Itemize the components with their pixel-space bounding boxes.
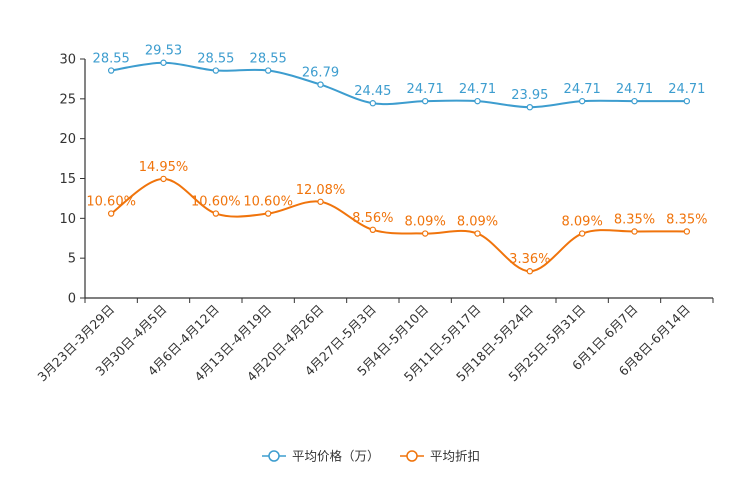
data-label: 28.55: [93, 52, 130, 67]
data-point[interactable]: [631, 228, 638, 235]
data-label: 8.56%: [352, 211, 393, 226]
data-label: 8.09%: [562, 215, 603, 230]
y-tick-label: 30: [59, 53, 76, 68]
legend-label: 平均折扣: [430, 449, 480, 464]
data-point[interactable]: [212, 210, 220, 217]
data-point[interactable]: [160, 175, 167, 183]
data-label: 24.71: [459, 82, 496, 97]
legend[interactable]: 平均价格（万） 平均折扣: [262, 449, 480, 464]
data-label: 12.08%: [296, 183, 346, 198]
data-label: 24.71: [564, 82, 601, 97]
data-label: 24.71: [407, 82, 444, 97]
data-label: 28.55: [197, 52, 234, 67]
data-label: 23.95: [511, 88, 548, 103]
data-label: 8.09%: [457, 215, 498, 230]
data-label: 8.35%: [666, 212, 707, 227]
data-label: 26.79: [302, 66, 339, 81]
data-point[interactable]: [264, 210, 272, 217]
data-label: 8.35%: [614, 212, 655, 227]
legend-label: 平均价格（万）: [292, 449, 380, 464]
y-tick-label: 15: [59, 172, 76, 187]
data-point[interactable]: [474, 97, 481, 105]
y-tick-label: 25: [59, 92, 76, 107]
series-line-0: [111, 61, 687, 109]
data-point[interactable]: [160, 59, 167, 66]
data-point[interactable]: [317, 198, 324, 205]
data-point[interactable]: [421, 230, 429, 237]
data-point[interactable]: [107, 67, 115, 74]
data-label: 10.60%: [243, 195, 293, 210]
y-tick-label: 10: [59, 212, 76, 227]
data-point[interactable]: [212, 67, 220, 74]
legend-item-0[interactable]: 平均价格（万）: [262, 449, 380, 464]
data-label: 10.60%: [86, 195, 136, 210]
legend-marker-icon: [268, 450, 280, 462]
data-point[interactable]: [421, 97, 429, 105]
y-tick-label: 0: [68, 292, 76, 307]
data-label: 28.55: [250, 52, 287, 67]
y-tick-label: 20: [59, 132, 76, 147]
data-point[interactable]: [369, 100, 377, 107]
data-label: 24.71: [616, 82, 653, 97]
data-label: 8.09%: [405, 215, 446, 230]
data-label: 24.45: [354, 84, 391, 99]
data-point[interactable]: [107, 210, 115, 217]
data-point[interactable]: [631, 97, 638, 105]
data-point[interactable]: [526, 103, 534, 111]
data-point[interactable]: [683, 228, 691, 235]
data-point[interactable]: [526, 268, 534, 275]
legend-item-1[interactable]: 平均折扣: [400, 449, 480, 464]
data-label: 10.60%: [191, 195, 241, 210]
data-point[interactable]: [369, 226, 377, 234]
y-tick-label: 5: [68, 252, 76, 267]
data-label: 24.71: [668, 82, 705, 97]
data-label: 3.36%: [509, 252, 550, 267]
data-label: 14.95%: [139, 160, 189, 175]
data-point[interactable]: [578, 97, 586, 105]
data-points: [107, 59, 691, 275]
data-labels: 28.55 29.53 28.55 28.55 26.79 24.45 24.71 24.71…: [86, 44, 707, 267]
data-point[interactable]: [474, 230, 481, 237]
data-point[interactable]: [683, 97, 691, 105]
data-point[interactable]: [317, 81, 324, 88]
data-point[interactable]: [264, 67, 272, 74]
data-point[interactable]: [578, 230, 586, 237]
legend-marker-icon: [406, 450, 418, 462]
data-label: 29.53: [145, 44, 182, 59]
